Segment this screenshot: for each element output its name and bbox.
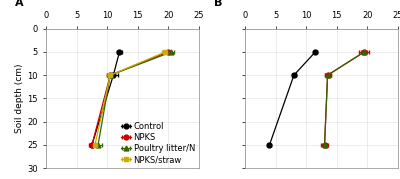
Text: B: B bbox=[214, 0, 223, 8]
Text: A: A bbox=[15, 0, 24, 8]
Legend: Control, NPKS, Poultry litter/N, NPKS/straw: Control, NPKS, Poultry litter/N, NPKS/st… bbox=[121, 122, 195, 164]
Y-axis label: Soil depth (cm): Soil depth (cm) bbox=[15, 64, 24, 133]
